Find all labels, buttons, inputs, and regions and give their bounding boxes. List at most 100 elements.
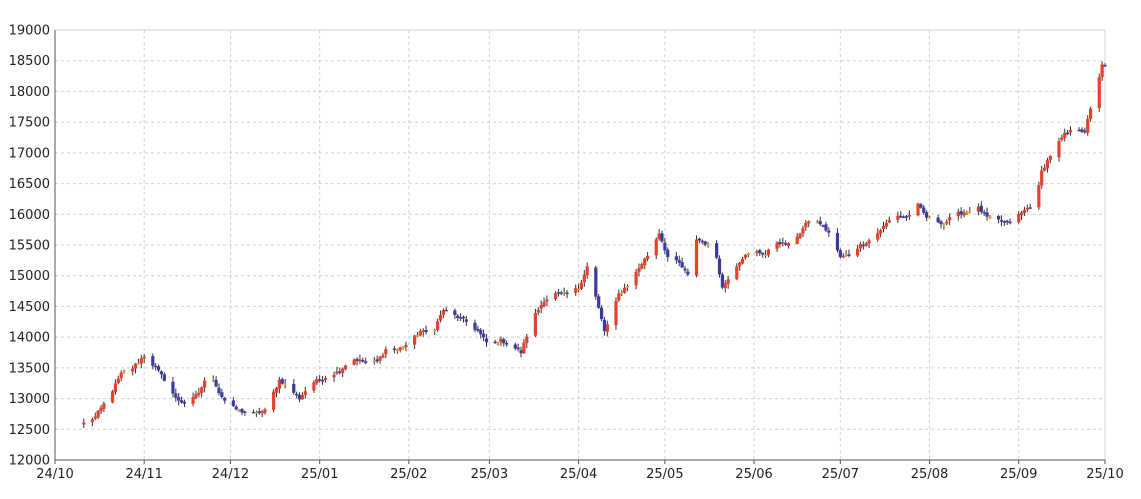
candle-body bbox=[441, 309, 445, 315]
candle-body bbox=[579, 282, 584, 289]
candle-body bbox=[533, 312, 538, 336]
candle-body bbox=[1083, 130, 1087, 133]
candle-body bbox=[323, 377, 328, 381]
candle-body bbox=[835, 232, 840, 251]
candle-body bbox=[683, 268, 687, 271]
candle-body bbox=[343, 365, 348, 370]
candle-body bbox=[637, 268, 641, 272]
candle-body bbox=[335, 371, 339, 374]
candle-body bbox=[824, 224, 828, 231]
candle-body bbox=[761, 252, 765, 255]
candle-body bbox=[159, 371, 164, 375]
candle-body bbox=[674, 256, 678, 261]
candle-body bbox=[795, 236, 799, 244]
candle-body bbox=[786, 243, 791, 246]
candle-body bbox=[781, 242, 785, 244]
candle-body bbox=[476, 328, 480, 331]
candle-body bbox=[686, 271, 690, 275]
candle-body bbox=[315, 379, 319, 384]
candle-body bbox=[113, 383, 118, 392]
candle-body bbox=[801, 228, 805, 234]
candle-body bbox=[706, 243, 710, 246]
y-tick-label: 18500 bbox=[9, 54, 50, 69]
x-tick-label: 25/06 bbox=[735, 467, 772, 482]
x-tick-label: 25/09 bbox=[1000, 467, 1037, 482]
candle-body bbox=[654, 239, 658, 256]
candle-body bbox=[231, 400, 235, 407]
candle-body bbox=[361, 360, 365, 362]
candle-body bbox=[899, 215, 903, 218]
candle-body bbox=[1060, 137, 1064, 141]
candle-body bbox=[879, 230, 883, 234]
candle-body bbox=[726, 279, 730, 285]
candle-body bbox=[274, 387, 279, 393]
candle-body bbox=[844, 254, 848, 257]
candle-body bbox=[1042, 167, 1047, 171]
candle-body bbox=[401, 347, 405, 349]
candle-body bbox=[640, 264, 644, 269]
candle-body bbox=[438, 315, 443, 321]
candle-body bbox=[372, 360, 376, 362]
candle-body bbox=[453, 310, 457, 315]
candle-body bbox=[200, 387, 204, 393]
candle-body bbox=[90, 419, 94, 423]
candle-body bbox=[743, 254, 748, 258]
candle-body bbox=[597, 296, 601, 308]
candle-body bbox=[182, 401, 187, 404]
candle-body bbox=[735, 266, 739, 280]
candle-body bbox=[856, 248, 860, 256]
y-tick-label: 17500 bbox=[9, 116, 50, 131]
candle-body bbox=[614, 300, 618, 326]
candle-body bbox=[936, 217, 940, 223]
candle-body bbox=[625, 285, 630, 288]
candle-body bbox=[179, 400, 184, 403]
candle-body bbox=[297, 394, 302, 400]
candle-body bbox=[565, 292, 569, 295]
grid bbox=[54, 29, 1106, 461]
candle-body bbox=[896, 215, 900, 220]
candle-body bbox=[720, 274, 724, 288]
candle-body bbox=[738, 262, 742, 267]
candle-body bbox=[202, 380, 207, 388]
candle-body bbox=[1037, 185, 1041, 208]
candle-body bbox=[424, 330, 428, 333]
candle-body bbox=[922, 207, 926, 213]
candle-body bbox=[240, 409, 244, 413]
candle-body bbox=[766, 249, 771, 256]
candle-body bbox=[82, 422, 86, 425]
candle-body bbox=[715, 243, 719, 258]
candle-body bbox=[1002, 221, 1006, 223]
candle-body bbox=[444, 309, 448, 312]
candle-body bbox=[904, 216, 909, 218]
candle-body bbox=[1017, 214, 1021, 223]
candle-body bbox=[617, 293, 621, 301]
y-tick-label: 14000 bbox=[9, 331, 50, 346]
candle-body bbox=[174, 393, 178, 398]
candle-body bbox=[864, 243, 868, 246]
candle-body bbox=[459, 317, 463, 319]
candle-body bbox=[243, 411, 247, 413]
candle-body bbox=[139, 358, 143, 364]
candle-body bbox=[133, 363, 138, 369]
candle-body bbox=[1080, 129, 1084, 132]
candle-body bbox=[847, 254, 851, 256]
candle-body bbox=[959, 211, 963, 215]
candle-body bbox=[542, 302, 546, 307]
y-tick-label: 19000 bbox=[9, 24, 50, 39]
candle-body bbox=[263, 409, 267, 413]
y-tick-label: 16500 bbox=[9, 177, 50, 192]
candle-body bbox=[887, 220, 891, 223]
candle-body bbox=[582, 274, 586, 283]
candle-body bbox=[976, 206, 981, 212]
candle-body bbox=[602, 319, 607, 332]
candle-body bbox=[482, 333, 486, 338]
candle-body bbox=[666, 249, 670, 258]
candle-body bbox=[1045, 159, 1050, 169]
candle-body bbox=[763, 254, 768, 256]
candle-body bbox=[982, 212, 986, 214]
candle-body bbox=[818, 221, 822, 225]
candle-body bbox=[381, 355, 385, 358]
candle-body bbox=[585, 266, 589, 276]
x-tick-label: 25/07 bbox=[822, 467, 859, 482]
